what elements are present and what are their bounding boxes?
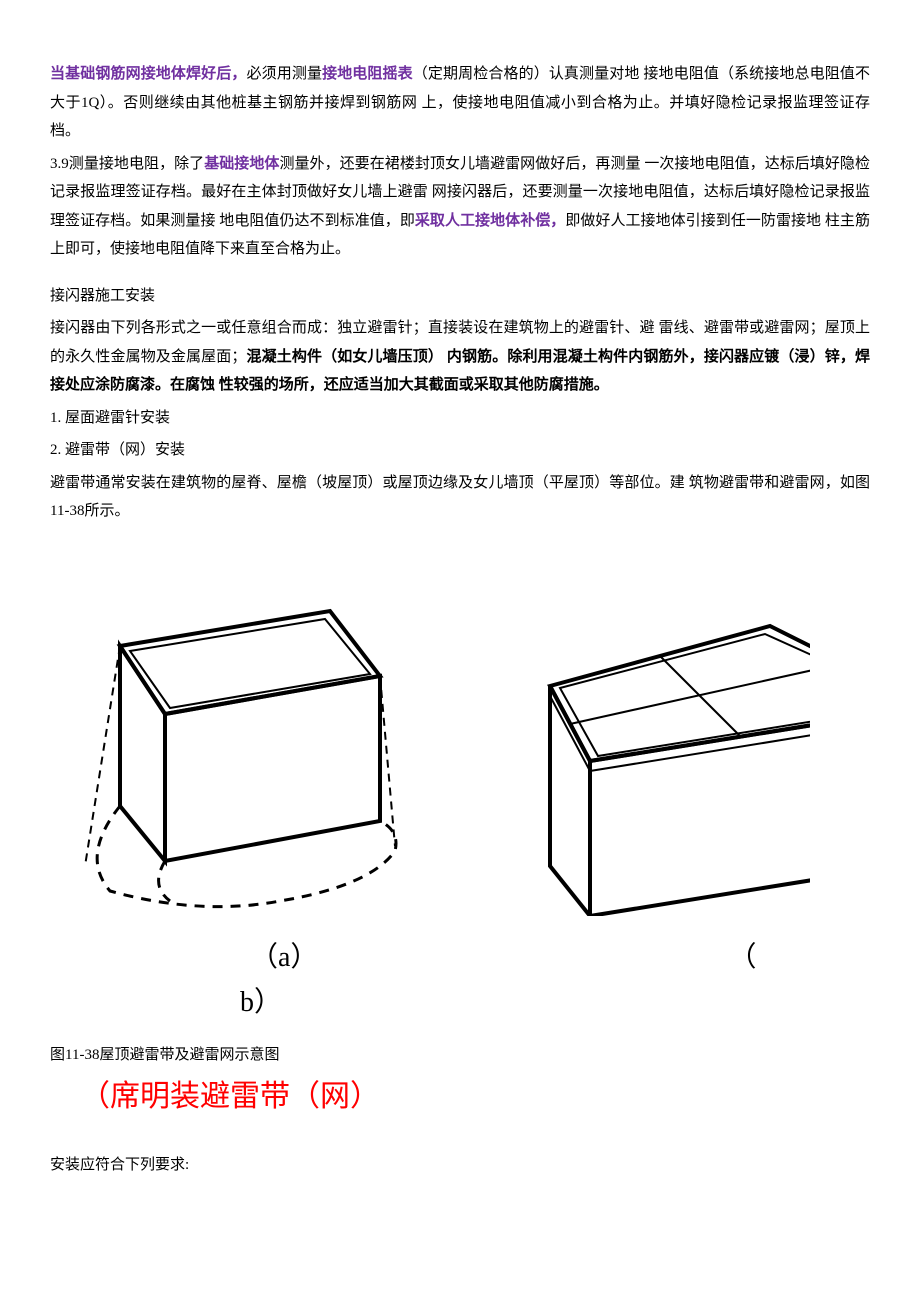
caption-b: b） <box>240 981 870 1026</box>
body-text: 3.9测量接地电阻，除了 <box>50 156 204 172</box>
highlight-text: 采取人工接地体补偿， <box>415 213 565 229</box>
caption-row: （a） （ <box>50 936 870 981</box>
diagram-a <box>50 556 410 927</box>
paragraph-1: 当基础钢筋网接地体焊好后，必须用测量接地电阻摇表（定期周检合格的）认真测量对地 … <box>50 60 870 146</box>
body-text: 必须用测量 <box>247 66 323 82</box>
paragraph-4: 避雷带通常安装在建筑物的屋脊、屋檐（坡屋顶）或屋顶边缘及女儿墙顶（平屋顶）等部位… <box>50 469 870 526</box>
caption-a: （a） <box>250 936 318 981</box>
final-line: 安装应符合下列要求: <box>50 1151 870 1180</box>
highlight-text: 基础接地体 <box>204 156 279 172</box>
list-item-2: 2. 避雷带（网）安装 <box>50 436 870 465</box>
red-heading: （席明装避雷带（网） <box>80 1077 870 1116</box>
highlight-text: 接地电阻摇表 <box>322 66 413 82</box>
highlight-text: 当基础钢筋网接地体焊好后， <box>50 66 247 82</box>
cube-diagram-b-icon <box>530 606 810 916</box>
section-title: 接闪器施工安装 <box>50 282 870 311</box>
diagram-b <box>530 606 810 927</box>
list-item-1: 1. 屋面避雷针安装 <box>50 404 870 433</box>
diagram-container <box>50 556 870 927</box>
paragraph-2: 3.9测量接地电阻，除了基础接地体测量外，还要在裙楼封顶女儿墙避雷网做好后，再测… <box>50 150 870 264</box>
cube-diagram-a-icon <box>50 556 410 916</box>
paragraph-3: 接闪器由下列各形式之一或任意组合而成：独立避雷针；直接装设在建筑物上的避雷针、避… <box>50 314 870 400</box>
figure-caption: 图11-38屋顶避雷带及避雷网示意图 <box>50 1041 870 1070</box>
caption-paren: （ <box>728 936 756 981</box>
